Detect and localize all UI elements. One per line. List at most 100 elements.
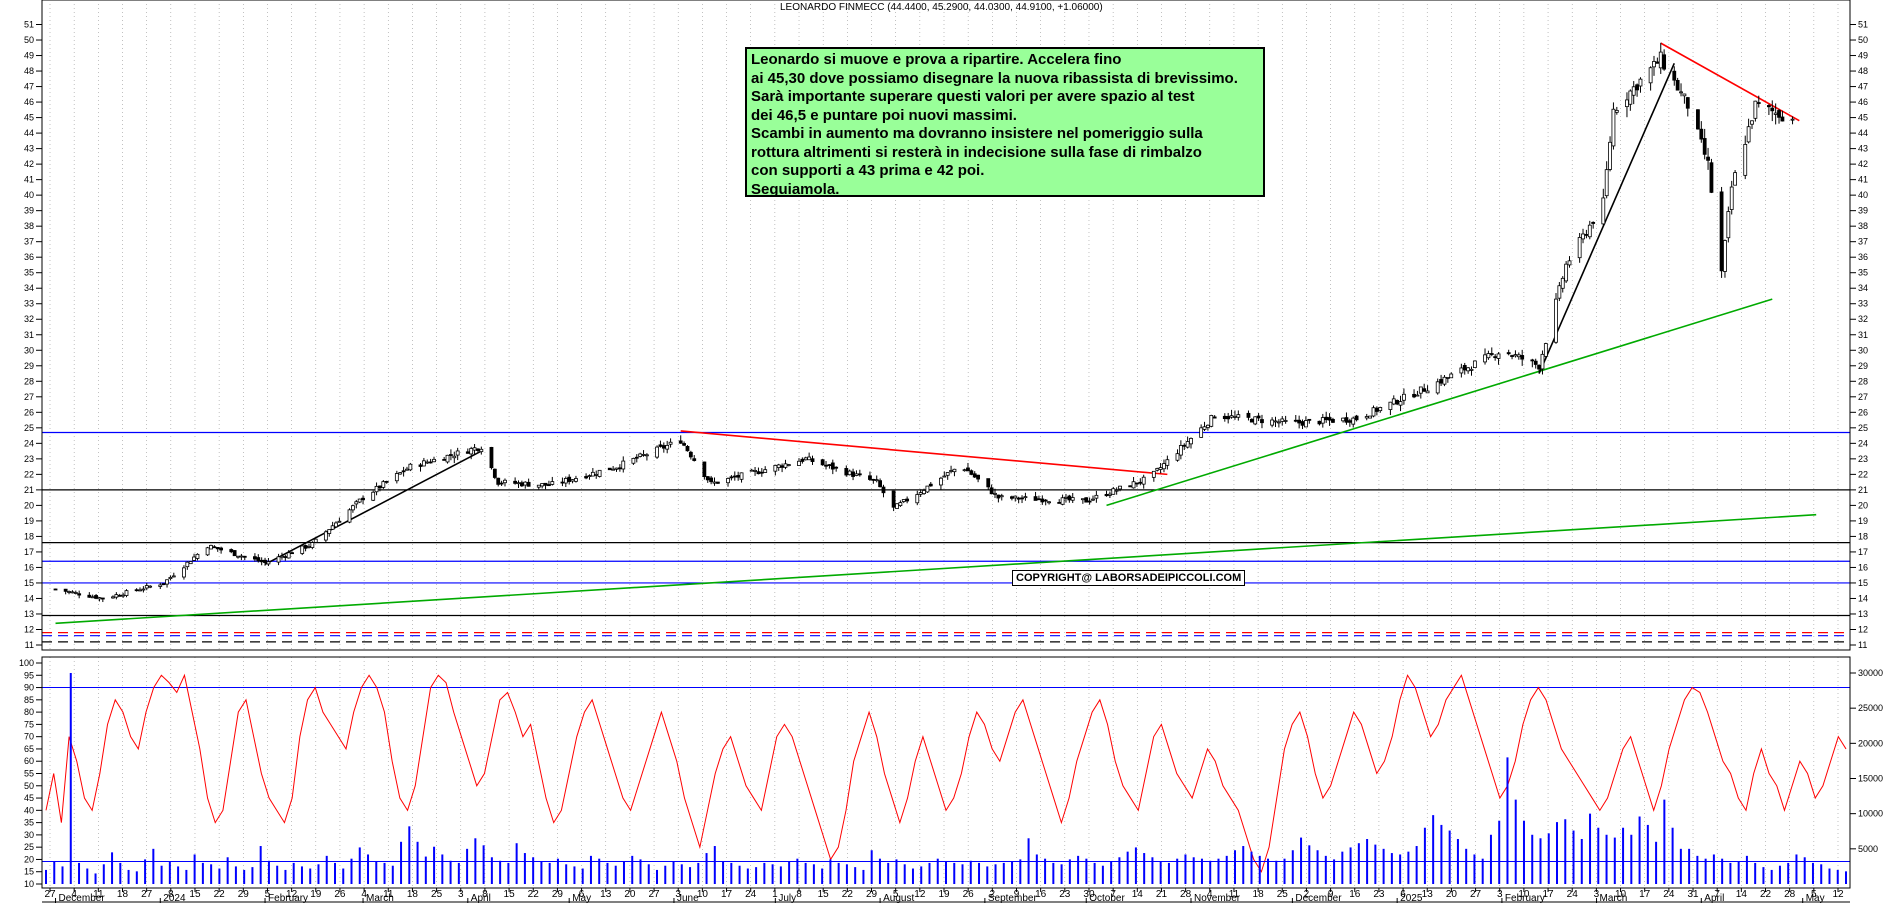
candle-body [780,465,784,468]
price-tick-label: 23 [24,454,34,464]
candle-body [134,589,139,592]
candle-body [986,478,991,488]
candle-body [1009,496,1014,499]
candle-body [753,470,757,472]
candle-body [405,468,409,471]
candle-body [641,454,646,456]
candle-body [574,478,578,482]
candle-body [1506,352,1511,355]
candle-body [63,588,68,592]
candle-body [1158,467,1163,470]
candle-body [773,465,778,472]
candle-body [732,475,737,478]
candle-body [1351,417,1356,425]
candle-body [516,482,521,485]
date-tick-label: 27 [44,889,56,900]
candle-body [161,583,166,586]
candle-body [1486,353,1491,359]
candle-body [827,464,832,466]
osc-tick-label: 100 [19,658,34,668]
price-tick-label: 27 [24,392,34,402]
candle-body [171,575,176,578]
date-tick-label: 23 [1059,889,1071,900]
month-label: February [1505,893,1545,903]
price-tick-label: 17 [1858,547,1868,557]
candle-body [1111,488,1116,495]
price-tick-label: 26 [1858,407,1868,417]
price-tick-label: 14 [1858,593,1868,603]
candle-body [337,520,342,523]
price-tick-label: 45 [24,113,34,123]
candle-body [851,471,855,477]
candle-body [584,476,588,479]
candle-body [729,476,734,479]
candle-body [1178,445,1183,456]
candle-body [469,448,474,455]
candle-body [330,525,335,530]
candle-body [712,481,717,484]
candle-body [550,481,555,485]
candle-body [1108,493,1112,496]
candle-body [786,464,791,466]
candle-body [253,556,257,560]
candle-body [810,458,815,462]
candle-body [597,469,602,477]
candle-body [1773,112,1778,115]
candle-body [77,593,82,596]
price-tick-label: 46 [1858,97,1868,107]
candle-body [1442,376,1447,385]
month-label: April [1704,893,1724,903]
price-tick-label: 19 [1858,516,1868,526]
candle-body [114,594,119,598]
candle-body [310,542,315,548]
candle-body [939,477,943,486]
candle-body [1371,407,1376,417]
candle-body [1608,141,1612,170]
candle-body [874,479,879,482]
candle-body [513,480,518,484]
candle-body [1472,360,1477,368]
candle-body [1743,143,1748,176]
date-tick-label: 28 [1784,889,1796,900]
candle-body [634,456,639,459]
candle-body [783,463,788,468]
candle-body [499,482,504,485]
candle-body [993,492,997,495]
price-tick-label: 38 [24,221,34,231]
candle-body [1307,418,1312,421]
price-tick-label: 30 [24,345,34,355]
candle-body [442,459,447,461]
osc-tick-label: 25 [24,842,34,852]
price-tick-label: 41 [1858,175,1868,185]
candle-body [1530,359,1535,362]
candle-body [1533,360,1538,365]
candle-body [797,460,801,466]
date-tick-label: 14 [1736,889,1748,900]
osc-tick-label: 50 [24,781,34,791]
candle-body [949,470,953,472]
candle-body [1273,420,1278,423]
candle-body [763,469,768,473]
price-tick-label: 18 [24,531,34,541]
price-tick-label: 49 [1858,51,1868,61]
candle-body [638,453,643,457]
candle-body [1709,162,1714,193]
candle-body [1398,401,1403,406]
candle-body [996,494,1001,499]
candle-body [1270,419,1275,426]
price-tick-label: 51 [24,20,34,30]
candle-body [1439,379,1443,384]
candle-body [1489,353,1494,355]
candle-body [1766,105,1771,108]
candle-body [989,487,994,495]
candle-body [803,457,808,461]
candle-body [232,550,237,557]
date-tick-label: 5 [893,889,899,900]
volume-tick-label: 15000 [1858,774,1883,784]
copyright-label: COPYRIGHT@ LABORSADEIPICCOLI.COM [1012,570,1246,586]
candle-body [962,469,967,472]
candle-body [1543,343,1548,357]
price-tick-label: 23 [1858,454,1868,464]
candle-body [378,485,382,489]
candle-body [1162,463,1166,470]
